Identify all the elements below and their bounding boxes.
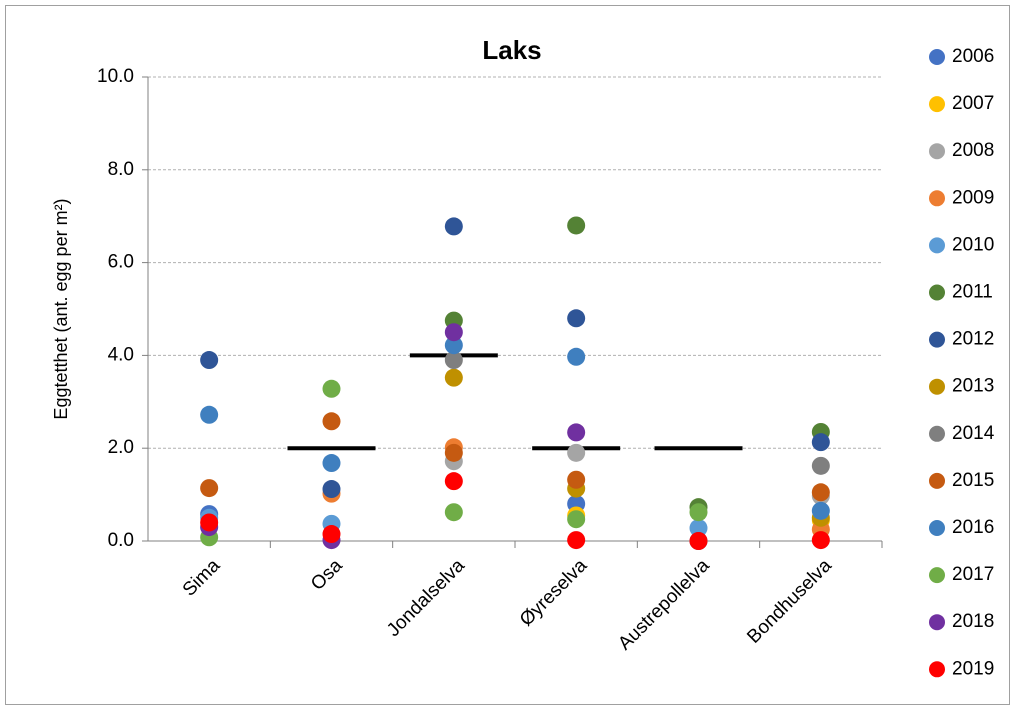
legend-label: 2018 <box>952 611 994 632</box>
y-tick-label: 0.0 <box>108 530 134 551</box>
legend-label: 2006 <box>952 46 994 67</box>
dot <box>567 309 586 328</box>
legend-marker <box>929 284 945 301</box>
legend-label: 2012 <box>952 329 994 350</box>
dot <box>567 216 586 235</box>
legend-marker <box>929 49 945 65</box>
dot <box>322 525 341 544</box>
dot <box>567 423 586 442</box>
legend-label: 2011 <box>952 282 993 303</box>
dot <box>444 472 463 491</box>
dot <box>811 531 830 550</box>
dot <box>567 443 586 462</box>
dot <box>567 347 586 366</box>
dot <box>811 483 830 502</box>
dot <box>322 454 341 473</box>
dot <box>444 323 463 342</box>
legend-label: 2014 <box>952 423 995 444</box>
dot <box>567 470 586 489</box>
y-tick-label: 8.0 <box>108 159 134 180</box>
legend-marker <box>929 661 945 678</box>
legend-marker <box>929 331 945 348</box>
legend-marker <box>929 567 945 584</box>
dot <box>689 532 708 550</box>
legend-label: 2017 <box>952 564 994 585</box>
legend-marker <box>929 143 945 160</box>
dot <box>811 433 830 452</box>
legend-marker <box>929 472 945 489</box>
dot <box>444 351 463 370</box>
legend-label: 2016 <box>952 517 994 538</box>
y-tick-label: 4.0 <box>108 344 134 365</box>
chart-title: Laks <box>482 35 541 65</box>
dot <box>200 405 219 424</box>
y-tick-label: 6.0 <box>108 252 134 273</box>
dot <box>322 379 341 398</box>
dot <box>444 368 463 387</box>
legend-label: 2009 <box>952 187 994 208</box>
y-tick-label: 10.0 <box>97 66 134 87</box>
legend-label: 2013 <box>952 376 994 397</box>
dot <box>689 503 708 522</box>
legend-marker <box>929 425 945 442</box>
dot <box>444 443 463 462</box>
legend-marker <box>929 614 945 631</box>
legend-label: 2010 <box>952 234 994 255</box>
legend-marker <box>929 190 945 207</box>
legend-marker <box>929 378 945 395</box>
dot <box>567 510 586 529</box>
legend-label: 2015 <box>952 470 994 491</box>
dot <box>444 336 463 355</box>
dot <box>811 501 830 520</box>
legend-marker <box>929 237 945 254</box>
dot <box>811 456 830 475</box>
dot <box>200 513 219 532</box>
y-axis-label: Eggtetthet (ant. egg per m²) <box>51 198 71 419</box>
legend-label: 2008 <box>952 140 994 161</box>
dot <box>567 531 586 550</box>
legend-label: 2007 <box>952 93 994 114</box>
dot <box>444 503 463 522</box>
legend-marker <box>929 520 945 536</box>
dot <box>689 519 708 538</box>
legend-label: 2019 <box>952 658 994 679</box>
chart-border <box>5 5 1010 705</box>
dot <box>200 351 219 370</box>
y-tick-label: 2.0 <box>108 437 134 458</box>
dot <box>444 217 463 236</box>
dot <box>200 479 219 498</box>
legend-marker <box>929 96 945 113</box>
dot <box>322 480 341 499</box>
dot <box>322 412 341 431</box>
